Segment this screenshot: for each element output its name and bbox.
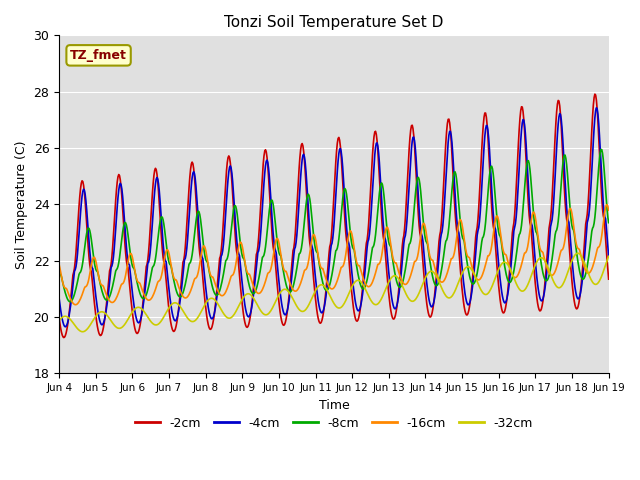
-16cm [72, 302, 79, 308]
Title: Tonzi Soil Temperature Set D: Tonzi Soil Temperature Set D [224, 15, 444, 30]
-2cm [417, 239, 425, 245]
X-axis label: Time: Time [319, 398, 349, 412]
-8cm [65, 299, 73, 304]
-4cm [207, 315, 215, 321]
-2cm [55, 315, 63, 321]
-2cm [179, 268, 186, 274]
-16cm [207, 274, 215, 279]
-2cm [591, 91, 598, 97]
-32cm [65, 315, 73, 321]
-32cm [605, 253, 612, 259]
-8cm [417, 196, 425, 202]
-4cm [593, 105, 600, 111]
-16cm [55, 262, 63, 267]
-4cm [66, 308, 74, 314]
-2cm [66, 304, 74, 310]
-16cm [605, 207, 612, 213]
-8cm [123, 222, 131, 228]
-4cm [55, 296, 63, 301]
-2cm [401, 216, 409, 221]
Line: -32cm: -32cm [59, 253, 609, 332]
-8cm [179, 292, 186, 298]
-32cm [79, 329, 86, 335]
-8cm [55, 270, 63, 276]
-16cm [401, 282, 409, 288]
-8cm [401, 266, 409, 272]
Legend: -2cm, -4cm, -8cm, -16cm, -32cm: -2cm, -4cm, -8cm, -16cm, -32cm [130, 412, 538, 435]
Line: -4cm: -4cm [59, 108, 609, 327]
-4cm [179, 280, 186, 286]
Text: TZ_fmet: TZ_fmet [70, 49, 127, 62]
-32cm [417, 285, 425, 290]
Line: -16cm: -16cm [59, 204, 609, 305]
-8cm [66, 299, 74, 305]
-2cm [60, 335, 68, 340]
-16cm [179, 292, 186, 298]
-32cm [55, 318, 63, 324]
-32cm [574, 251, 582, 256]
-32cm [401, 289, 409, 295]
-16cm [417, 228, 425, 234]
-16cm [123, 268, 131, 274]
-32cm [123, 319, 131, 325]
-2cm [123, 258, 131, 264]
Line: -2cm: -2cm [59, 94, 609, 337]
-8cm [207, 279, 215, 285]
-4cm [61, 324, 69, 330]
-16cm [65, 293, 73, 299]
-8cm [597, 146, 605, 152]
-16cm [604, 202, 611, 207]
-4cm [123, 244, 131, 250]
-4cm [417, 231, 425, 237]
-32cm [207, 295, 215, 301]
-2cm [207, 326, 215, 332]
Y-axis label: Soil Temperature (C): Soil Temperature (C) [15, 140, 28, 269]
-4cm [605, 253, 612, 259]
-2cm [605, 276, 612, 282]
-8cm [605, 220, 612, 226]
-32cm [179, 307, 186, 312]
Line: -8cm: -8cm [59, 149, 609, 302]
-4cm [401, 233, 409, 239]
